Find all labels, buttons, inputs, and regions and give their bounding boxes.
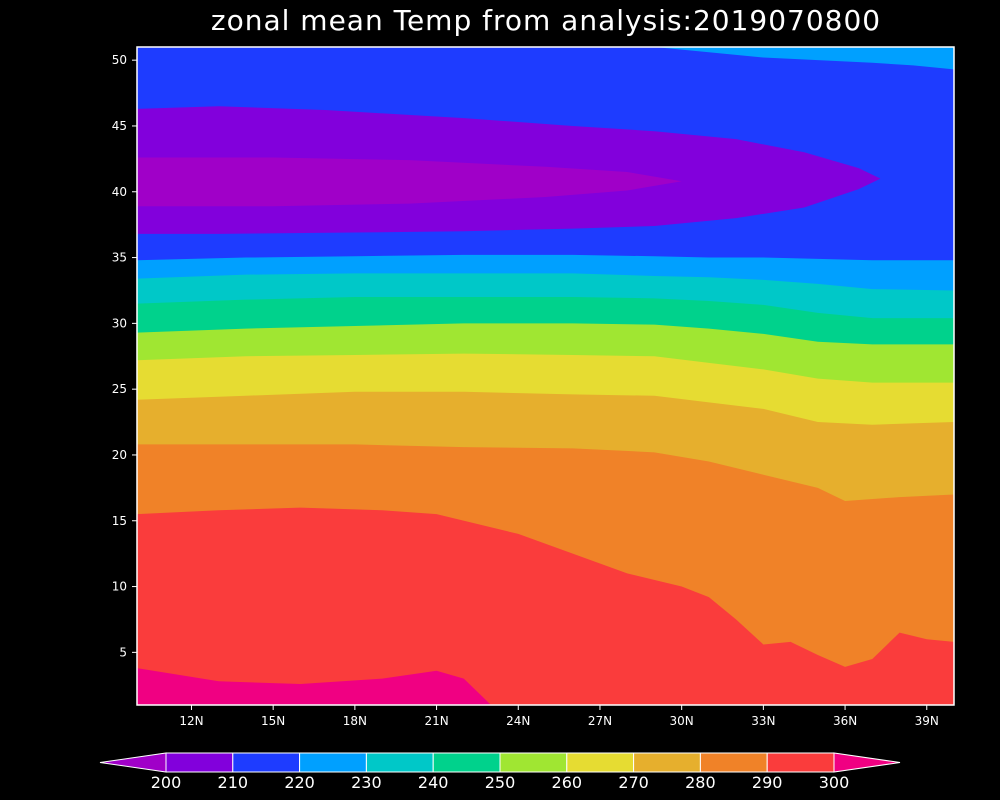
y-tick-label: 50 bbox=[112, 53, 127, 67]
colorbar-label: 220 bbox=[284, 773, 315, 792]
colorbar-segment bbox=[299, 752, 367, 773]
colorbar-label: 210 bbox=[218, 773, 249, 792]
x-tick-label: 12N bbox=[179, 714, 203, 728]
colorbar-segment bbox=[365, 752, 434, 773]
x-axis: 12N 15N 18N 21N 24N 27N 30N 33N 36N 39N bbox=[179, 705, 939, 728]
x-tick-label: 33N bbox=[751, 714, 775, 728]
plot-area bbox=[137, 47, 954, 705]
chart-title: zonal mean Temp from analysis:2019070800 bbox=[211, 4, 881, 37]
colorbar-segment bbox=[432, 752, 501, 773]
x-tick-label: 30N bbox=[670, 714, 694, 728]
x-tick-label: 18N bbox=[343, 714, 367, 728]
colorbar-label: 260 bbox=[552, 773, 583, 792]
colorbar-segment bbox=[232, 752, 301, 773]
plot-frame bbox=[136, 46, 955, 706]
colorbar-segment bbox=[699, 752, 768, 773]
colorbar-low-arrow bbox=[99, 752, 167, 773]
y-tick-label: 30 bbox=[112, 316, 127, 330]
contour-band-300+ bbox=[137, 668, 492, 705]
colorbar-label: 300 bbox=[819, 773, 850, 792]
y-tick-label: 10 bbox=[112, 580, 127, 594]
colorbar-label: 290 bbox=[752, 773, 783, 792]
x-tick-label: 15N bbox=[261, 714, 285, 728]
x-tick-label: 27N bbox=[588, 714, 612, 728]
colorbar-high-arrow bbox=[833, 752, 901, 773]
colorbar-label: 240 bbox=[418, 773, 449, 792]
colorbar-segment bbox=[633, 752, 701, 773]
colorbar-segment bbox=[566, 752, 635, 773]
colorbar-segment bbox=[499, 752, 568, 773]
x-tick-label: 39N bbox=[915, 714, 939, 728]
x-tick-label: 24N bbox=[506, 714, 530, 728]
contour-band-220-230-top bbox=[654, 47, 954, 70]
colorbar-label: 250 bbox=[485, 773, 516, 792]
contour-band-290-300 bbox=[137, 507, 954, 705]
contour-band-below-200 bbox=[137, 157, 682, 207]
x-tick-label: 36N bbox=[833, 714, 857, 728]
y-tick-label: 15 bbox=[112, 514, 127, 528]
colorbar-segment bbox=[165, 752, 234, 773]
x-tick-label: 21N bbox=[424, 714, 448, 728]
colorbar: 200 210 220 230 240 250 260 270 280 290 300 bbox=[99, 752, 901, 792]
y-axis: 5 10 15 20 25 30 35 40 45 50 bbox=[112, 53, 137, 659]
y-tick-label: 5 bbox=[119, 645, 127, 659]
colorbar-label: 270 bbox=[618, 773, 649, 792]
colorbar-label: 230 bbox=[351, 773, 382, 792]
y-tick-label: 45 bbox=[112, 119, 127, 133]
y-tick-label: 20 bbox=[112, 448, 127, 462]
y-tick-label: 35 bbox=[112, 251, 127, 265]
colorbar-label: 280 bbox=[685, 773, 716, 792]
y-tick-label: 25 bbox=[112, 382, 127, 396]
y-tick-label: 40 bbox=[112, 185, 127, 199]
colorbar-segment bbox=[766, 752, 835, 773]
colorbar-label: 200 bbox=[151, 773, 182, 792]
